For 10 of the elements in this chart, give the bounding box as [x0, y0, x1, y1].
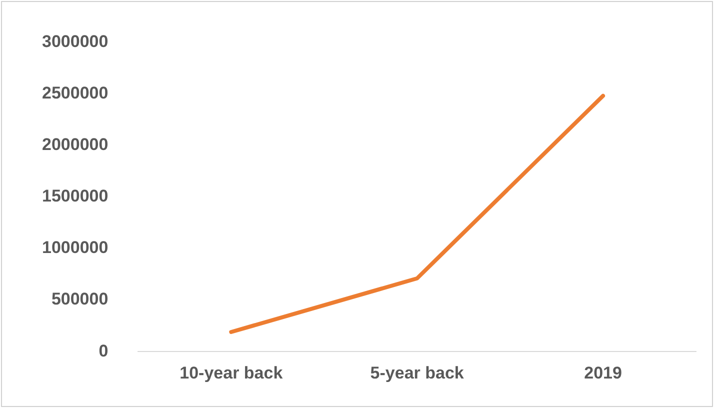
y-tick-label: 3000000	[42, 32, 108, 51]
y-tick-label: 1500000	[42, 186, 108, 206]
y-tick-label: 500000	[51, 290, 108, 309]
y-tick-label: 2500000	[42, 83, 108, 102]
y-tick-label: 1000000	[42, 238, 108, 258]
x-tick-label: 2019	[584, 363, 622, 382]
y-tick-label: 2000000	[42, 135, 108, 154]
x-tick-label: 5-year back	[370, 363, 464, 382]
y-tick-label: 0	[98, 341, 108, 360]
x-tick-label: 10-year back	[180, 363, 284, 382]
